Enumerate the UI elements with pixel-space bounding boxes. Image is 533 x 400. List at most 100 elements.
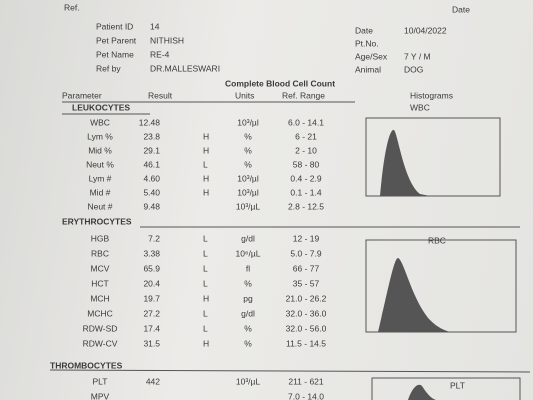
units: g/dl [241,233,255,243]
result: 23.8 [143,131,160,141]
result: 46.1 [143,159,160,169]
flag: L [203,248,208,258]
rbc-histogram [365,239,517,333]
result: 442 [146,376,160,386]
parameter: PLT [93,376,108,386]
result: 27.2 [143,308,160,318]
field-value: DR.MALLESWARI [150,63,220,73]
parameter: WBC [90,117,110,127]
parameter: MPV [91,391,110,400]
result: 5.40 [143,187,160,197]
report-title: Complete Blood Cell Count [225,78,335,88]
ref-range: 66 - 77 [293,263,320,273]
ref-range: 5.0 - 7.9 [290,248,321,258]
result: 20.4 [143,278,160,288]
field-label: Pt.No. [355,38,379,48]
result: 7.2 [148,233,160,243]
units: pg [243,293,253,303]
result: 31.5 [143,338,160,348]
flag: L [203,233,208,243]
flag: H [203,145,209,155]
ref-range: 2 - 10 [295,145,317,155]
parameter: Lym % [87,131,113,141]
units: 10⁶/µL [236,248,261,258]
field-value: NITHISH [150,35,184,45]
ref-range: 0.1 - 1.4 [290,187,321,197]
field-label: Patient ID [96,21,133,31]
ref-range: 6 - 21 [295,131,317,141]
flag: L [203,263,208,273]
result: 29.1 [143,145,160,155]
histogram-label: WBC [410,102,430,112]
units: % [244,278,252,288]
field-label: Animal [355,64,381,74]
ref-range: 21.0 - 26.2 [286,293,327,303]
column-header: Parameter [62,90,102,100]
parameter: Neut % [86,159,114,169]
flag: L [203,278,208,288]
result: 65.9 [143,263,160,273]
section-name: ERYTHROCYTES [62,216,132,226]
column-header: Histograms [410,90,453,100]
wbc-histogram [365,117,501,197]
result: 3.38 [143,248,160,258]
ref-range: 32.0 - 56.0 [286,323,327,333]
units: fl [246,263,250,273]
parameter: Lym # [89,173,112,183]
ref-range: 11.5 - 14.5 [286,338,326,348]
parameter: RDW-SD [83,323,118,333]
flag: L [203,323,208,333]
units: 10³/µl [237,117,259,127]
plt-histogram [371,377,521,400]
ref-range: 58 - 80 [293,159,320,169]
ref-range: 6.0 - 14.1 [288,117,324,127]
result: 17.4 [143,323,160,333]
field-value: 10/04/2022 [404,25,447,35]
ref-range: 211 - 621 [288,376,324,386]
flag: H [203,131,209,141]
units: % [244,323,252,333]
parameter: HGB [91,233,110,243]
ref-range: 12 - 19 [293,233,320,243]
units: 10³/µL [236,376,261,386]
field-value: 14 [150,21,160,31]
flag: H [203,173,209,183]
result: 9.48 [143,201,160,211]
parameter: HCT [91,278,108,288]
flag: H [203,338,209,348]
ref-label: Ref. [64,2,80,12]
units: 10³/µl [237,187,259,197]
field-label: Pet Parent [96,35,137,45]
flag: L [203,159,208,169]
ref-range: 7.0 - 14.0 [288,391,324,400]
column-header: Units [235,90,254,100]
section-name: LEUKOCYTES [72,102,130,112]
flag: H [203,293,209,303]
parameter: Mid # [90,187,111,197]
units: % [244,145,252,155]
parameter: RBC [91,248,109,258]
field-label: Ref by [96,63,121,73]
units: 10³/µl [237,173,259,183]
histogram-label: PLT [450,380,465,390]
field-value: RE-4 [150,49,170,59]
flag: L [203,308,208,318]
result: 12.48 [139,117,161,127]
result: 4.60 [143,173,160,183]
units: 10³/µL [236,201,261,211]
flag: H [203,187,209,197]
parameter: RDW-CV [83,338,118,348]
section-rule [49,369,531,373]
result: 19.7 [143,293,160,303]
units: % [244,159,252,169]
parameter: MCHC [87,308,113,318]
date-corner: Date [452,4,470,14]
parameter: Mid % [88,145,112,155]
units: % [244,131,252,141]
units: % [244,338,252,348]
ref-range: 32.0 - 36.0 [286,308,327,318]
parameter: MCH [90,293,109,303]
field-label: Pet Name [96,49,134,59]
field-value: DOG [404,64,423,74]
